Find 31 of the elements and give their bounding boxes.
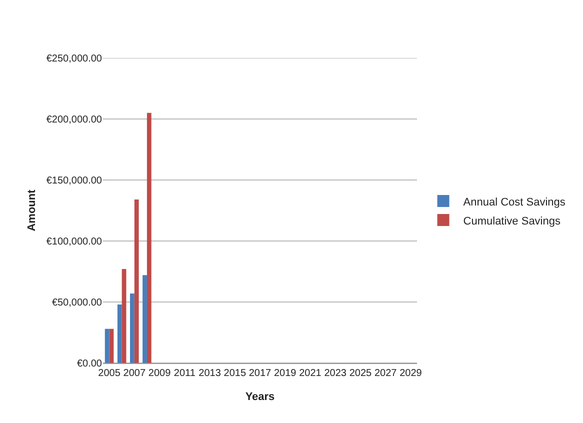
bar — [146, 112, 152, 363]
bar — [142, 275, 147, 363]
y-tick-label: €250,000.00 — [46, 54, 102, 64]
y-tick-label: €100,000.00 — [46, 236, 102, 248]
x-tick-label: 2015 — [224, 368, 246, 379]
legend-label: Annual Cost Savings — [463, 196, 566, 208]
x-tick-label: 2029 — [400, 368, 422, 379]
bar — [117, 304, 122, 363]
x-tick-label: 2011 — [174, 368, 196, 379]
x-tick-label: 2025 — [349, 368, 372, 379]
x-tick-label: 2005 — [98, 368, 121, 379]
bar — [104, 328, 110, 363]
x-tick-label: 2019 — [274, 368, 297, 379]
legend-label: Cumulative Savings — [463, 215, 561, 228]
x-axis-title: Years — [245, 391, 275, 404]
y-tick-label: €0.00 — [76, 358, 102, 370]
x-tick-label: 2009 — [148, 368, 172, 379]
bar — [134, 200, 139, 363]
y-tick-label: €200,000.00 — [46, 114, 102, 126]
x-tick-label: 2027 — [374, 368, 398, 379]
y-axis-title: Amount — [26, 189, 38, 232]
x-tick-label: 2017 — [248, 368, 272, 379]
bar — [130, 293, 134, 363]
x-tick-label: 2021 — [299, 368, 322, 379]
x-tick-label: 2007 — [123, 368, 146, 379]
bar — [122, 269, 126, 363]
x-tick-label: 2013 — [198, 368, 222, 379]
bar — [109, 328, 114, 363]
x-tick-label: 2023 — [324, 368, 347, 379]
y-tick-label: €150,000.00 — [46, 176, 102, 186]
y-tick-label: €50,000.00 — [52, 298, 102, 308]
